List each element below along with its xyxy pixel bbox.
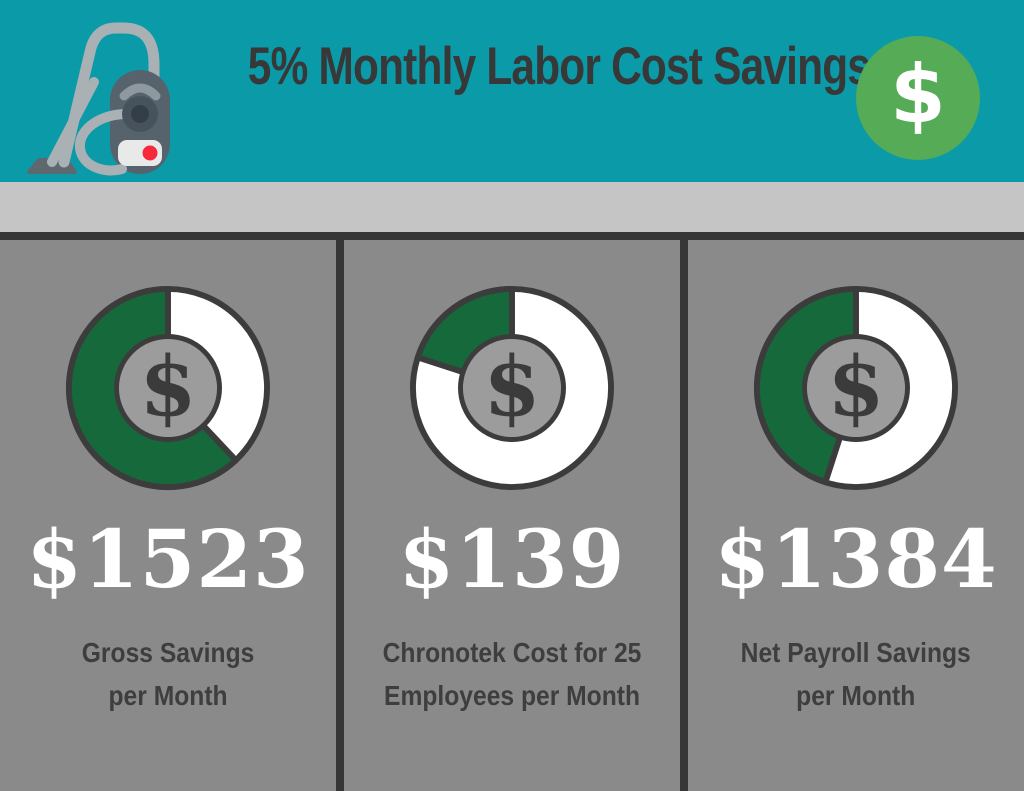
label-line: per Month [108,680,228,711]
vacuum-knob-center-shape [131,105,149,123]
stats-section: $ $1523 Gross Savings per Month $ $139 C… [0,232,1024,791]
donut-hub [802,334,910,442]
donut-hub [458,334,566,442]
vacuum-handle-shape [58,22,160,168]
dollar-coin-icon: $ [856,36,980,160]
donut-chart-chronotek-cost [409,285,615,491]
label-line: Chronotek Cost for 25 [382,637,642,668]
header-divider-band [0,182,1024,232]
vacuum-red-dot [142,145,158,161]
panel-chronotek-cost: $ $139 Chronotek Cost for 25 Employees p… [344,240,680,791]
label-line: Gross Savings [81,637,255,668]
amount-chronotek-cost: $139 [398,512,626,606]
label-line: per Month [796,680,916,711]
donut-gross-savings: $ [63,283,273,493]
page-title-text: 5% Monthly Labor Cost Savings [247,37,871,96]
donut-chronotek-cost: $ [407,283,617,493]
donut-chart-gross-savings [65,285,271,491]
vacuum-cleaner-icon [27,22,170,176]
dollar-coin-symbol: $ [890,48,946,141]
page-title: 5% Monthly Labor Cost Savings [170,36,871,97]
amount-gross-savings: $1523 [26,512,310,606]
label-line: Employees per Month [383,680,641,711]
panel-gross-savings: $ $1523 Gross Savings per Month [0,240,336,791]
vacuum-hose-shape [74,108,139,176]
header: 5% Monthly Labor Cost Savings $ [0,0,1024,182]
donut-chart-net-payroll-savings [753,285,959,491]
amount-net-payroll-savings: $1384 [714,512,998,606]
vacuum-handle-hole-shape [119,83,161,101]
panel-net-payroll-savings: $ $1384 Net Payroll Savings per Month [688,240,1024,791]
donut-hub [114,334,222,442]
label-net-payroll-savings: Net Payroll Savings per Month [725,631,986,717]
label-gross-savings: Gross Savings per Month [70,631,266,717]
label-line: Net Payroll Savings [740,637,972,668]
label-chronotek-cost: Chronotek Cost for 25 Employees per Mont… [365,631,659,717]
donut-net-payroll-savings: $ [751,283,961,493]
